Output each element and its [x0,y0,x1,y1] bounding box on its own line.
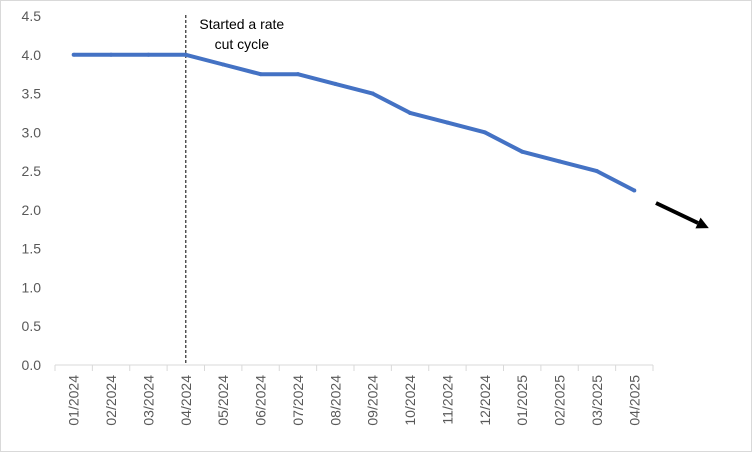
y-tick-label: 3.0 [22,124,42,140]
x-tick-label: 02/2024 [103,375,119,426]
x-tick-label: 09/2024 [365,375,381,426]
x-tick-label: 03/2025 [589,375,605,426]
data-point [146,52,151,57]
x-tick-label: 02/2025 [552,375,568,426]
data-point [594,169,599,174]
y-tick-label: 4.0 [22,47,42,63]
data-point [408,110,413,115]
data-point [632,188,637,193]
x-tick-label: 01/2025 [514,375,530,426]
data-points [71,52,637,193]
x-tick-label: 11/2024 [439,375,455,425]
data-point [445,120,450,125]
data-point [520,149,525,154]
x-tick-label: 01/2024 [66,375,82,426]
trend-arrow-icon [655,201,699,225]
x-tick-label: 03/2024 [140,375,156,426]
y-axis: 0.0 0.5 1.0 1.5 2.0 2.5 3.0 3.5 4.0 4.5 [22,8,42,373]
data-point [258,72,263,77]
x-tick-label: 07/2024 [290,375,306,426]
data-point [221,62,226,67]
y-tick-label: 4.5 [22,8,42,24]
data-point [482,130,487,135]
data-point [183,52,188,57]
annotation-line-2: cut cycle [215,36,270,52]
data-point [71,52,76,57]
x-axis: 01/2024 02/2024 03/2024 04/2024 05/2024 06/20… [54,364,654,426]
data-point [370,91,375,96]
x-tick-label: 10/2024 [402,375,418,426]
x-tick-label: 04/2025 [626,375,642,426]
annotation-line-1: Started a rate [199,16,284,32]
x-tick-label: 12/2024 [477,375,493,426]
x-tick-label: 04/2024 [178,375,194,426]
y-tick-label: 3.5 [22,86,42,102]
y-tick-label: 0.0 [22,357,42,373]
y-tick-label: 0.5 [22,318,42,334]
x-tick-label: 05/2024 [215,375,231,426]
data-point [109,52,114,57]
y-tick-label: 1.5 [22,241,42,257]
trend-arrow-head-icon [695,217,709,229]
data-point [295,72,300,77]
x-tick-label: 08/2024 [327,375,343,426]
y-tick-label: 2.5 [22,163,42,179]
data-point [333,81,338,86]
data-point [557,159,562,164]
y-tick-label: 2.0 [22,202,42,218]
y-tick-label: 1.0 [22,279,42,295]
series-line [73,52,636,193]
x-tick-label: 06/2024 [253,375,269,426]
